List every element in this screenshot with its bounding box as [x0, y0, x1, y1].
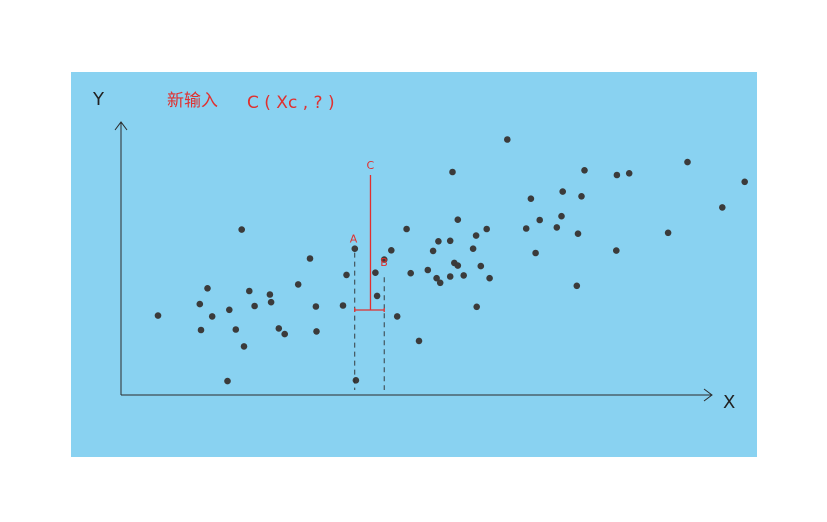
data-point — [449, 168, 456, 176]
data-point — [226, 306, 233, 314]
data-point — [339, 302, 347, 309]
data-point — [343, 271, 350, 279]
data-point — [578, 193, 585, 200]
marker-b-label: B — [380, 256, 388, 269]
data-point — [306, 255, 314, 262]
data-point — [403, 225, 410, 233]
data-point — [154, 312, 162, 319]
marker-a-label: A — [350, 233, 358, 246]
data-point — [352, 377, 360, 384]
data-point — [504, 136, 511, 143]
data-point — [558, 212, 565, 220]
y-axis-arrow — [114, 121, 128, 131]
data-point — [429, 247, 437, 255]
annotation-title: 新输入 — [167, 91, 218, 111]
data-point — [469, 245, 477, 252]
data-point — [407, 269, 415, 277]
data-point — [246, 287, 253, 295]
data-point — [625, 170, 633, 177]
data-point — [433, 274, 440, 282]
data-point — [238, 226, 245, 233]
annotation-point-expression: C ( Xc , ? ) — [247, 93, 335, 113]
data-point — [424, 266, 432, 274]
data-point — [473, 303, 481, 311]
data-point — [294, 281, 302, 288]
data-point — [664, 229, 672, 237]
annotation: 新输入 C ( Xc , ? ) — [167, 91, 335, 113]
plot-background — [71, 72, 757, 457]
data-point — [613, 247, 620, 254]
data-point — [553, 224, 561, 231]
data-point — [446, 273, 454, 280]
x-axis-label: X — [723, 392, 735, 413]
data-point — [454, 262, 462, 269]
data-point — [281, 330, 288, 338]
data-point — [741, 178, 748, 186]
data-point — [351, 245, 359, 252]
data-point — [483, 225, 491, 233]
data-point — [446, 237, 454, 245]
x-axis-arrow — [703, 388, 713, 402]
data-point — [486, 274, 493, 282]
data-point — [266, 291, 274, 298]
data-point — [719, 204, 726, 211]
scatter-plot: Y X 新输入 C ( Xc , ? ) A B C — [71, 72, 757, 457]
data-point — [415, 337, 423, 345]
data-point — [574, 230, 582, 237]
data-point — [532, 249, 539, 257]
data-point — [472, 232, 480, 239]
data-point — [393, 313, 401, 320]
prediction-construction: A B C — [350, 159, 388, 390]
data-point — [581, 167, 588, 174]
marker-c-label: C — [366, 159, 374, 172]
data-point — [613, 171, 621, 179]
data-point — [573, 282, 581, 290]
data-point — [251, 302, 258, 310]
data-point — [204, 285, 211, 292]
data-point — [559, 188, 566, 195]
data-point — [477, 262, 485, 270]
data-point — [312, 303, 320, 310]
data-point — [275, 325, 283, 332]
data-point — [208, 313, 216, 320]
data-point — [460, 272, 468, 279]
data-point — [388, 247, 395, 254]
data-points — [154, 136, 748, 385]
data-point — [240, 343, 248, 350]
data-point — [454, 216, 462, 223]
axes: Y X — [92, 89, 735, 413]
data-point — [684, 158, 691, 166]
data-point — [232, 326, 240, 333]
data-point — [380, 256, 388, 263]
data-point — [536, 216, 543, 224]
data-point — [373, 292, 381, 300]
data-point — [224, 377, 231, 385]
data-point — [372, 269, 379, 276]
data-point — [197, 326, 205, 334]
data-point — [267, 298, 275, 306]
data-point — [527, 195, 535, 202]
data-point — [522, 225, 530, 232]
diagram-panel: Y X 新输入 C ( Xc , ? ) A B C — [71, 72, 757, 457]
y-axis-label: Y — [92, 89, 105, 110]
data-point — [435, 238, 442, 245]
data-point — [313, 328, 320, 335]
data-point — [436, 279, 444, 287]
data-point — [196, 300, 204, 308]
